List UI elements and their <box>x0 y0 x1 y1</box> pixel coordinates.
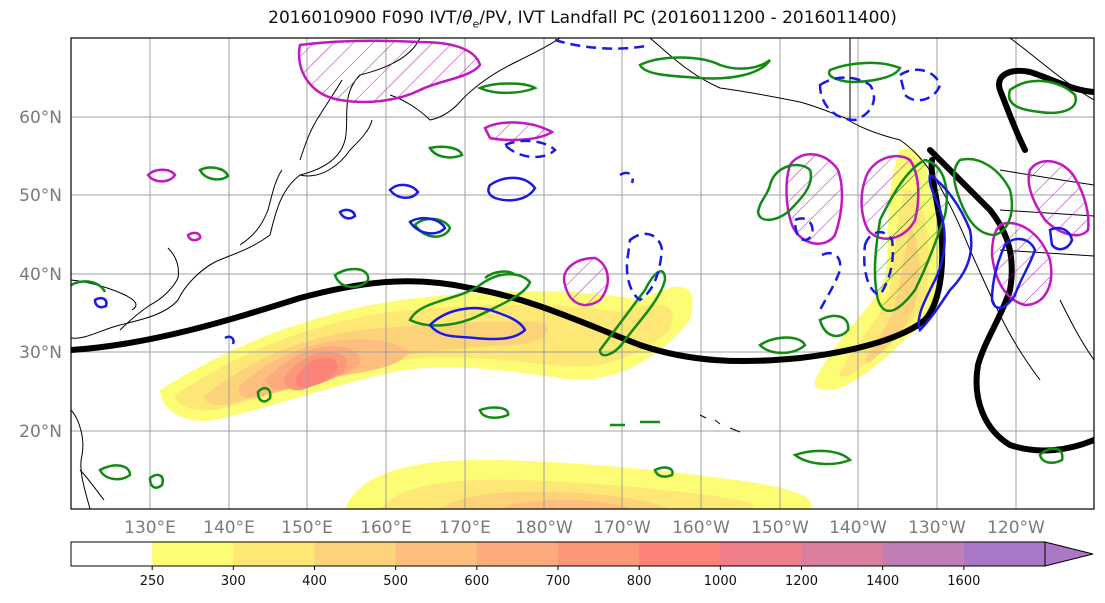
lon-label-170w: 170°W <box>593 518 651 538</box>
colorbar-tick-label: 400 <box>302 574 327 589</box>
lon-label-150e: 150°E <box>281 518 333 538</box>
colorbar-tick-label: 250 <box>140 574 165 589</box>
map-title: 2016010900 F090 IVT/θe/PV, IVT Landfall … <box>268 8 897 31</box>
lon-label-120w: 120°W <box>987 518 1045 538</box>
lat-label-30: 30°N <box>19 343 62 363</box>
theta-e-contour <box>71 157 946 365</box>
ivt-pc-positive-contours <box>93 172 1074 345</box>
colorbar-segment <box>71 542 153 566</box>
colorbar-tick-label: 1200 <box>785 574 818 589</box>
lon-label-140e: 140°E <box>203 518 255 538</box>
pv-green-contours <box>71 56 1077 489</box>
lon-label-160w: 160°W <box>672 518 730 538</box>
colorbar-tick-label: 800 <box>627 574 652 589</box>
colorbar-segment <box>233 542 315 566</box>
colorbar-segment <box>720 542 802 566</box>
longitude-labels: 130°E 140°E 150°E 160°E 170°E 180°W 170°… <box>124 518 1045 538</box>
colorbar-segment <box>314 542 397 566</box>
lon-label-150w: 150°W <box>751 518 809 538</box>
colorbar-tick-label: 700 <box>546 574 571 589</box>
map-frame <box>70 37 1095 510</box>
lon-label-130e: 130°E <box>124 518 176 538</box>
colorbar-segment <box>558 542 640 566</box>
colorbar-segment <box>639 542 721 566</box>
lat-label-60: 60°N <box>19 108 62 128</box>
colorbar-segment <box>152 542 234 566</box>
ivt-pc-negative-contours <box>502 38 942 311</box>
lon-label-140w: 140°W <box>829 518 887 538</box>
colorbar-segment <box>476 542 559 566</box>
colorbar-tick-label: 500 <box>383 574 408 589</box>
colorbar-segments <box>71 542 1046 566</box>
colorbar-tick-label: 300 <box>221 574 246 589</box>
theta-e-contour-north <box>996 68 1094 153</box>
pv-magenta-contours <box>146 39 1090 307</box>
colorbar-tick-label: 1000 <box>704 574 737 589</box>
latitude-labels: 20°N 30°N 40°N 50°N 60°N <box>19 108 62 442</box>
lat-label-50: 50°N <box>19 186 62 206</box>
lat-label-40: 40°N <box>19 265 62 285</box>
lat-label-20: 20°N <box>19 422 62 442</box>
colorbar-segment <box>882 542 965 566</box>
colorbar-segment <box>395 542 478 566</box>
colorbar-segment <box>801 542 884 566</box>
colorbar-tick-label: 1400 <box>866 574 899 589</box>
colorbar-ticks: 250 300 400 500 600 700 800 1000 1200 1400 1600 <box>140 566 980 589</box>
lon-label-160e: 160°E <box>360 518 412 538</box>
colorbar-extend-arrow <box>1044 541 1094 567</box>
lon-label-170e: 170°E <box>439 518 491 538</box>
colorbar-tick-label: 600 <box>464 574 489 589</box>
lon-label-180w: 180°W <box>515 518 573 538</box>
lon-label-130w: 130°W <box>908 518 966 538</box>
colorbar-tick-label: 1600 <box>947 574 980 589</box>
colorbar-segment <box>963 542 1046 566</box>
theta-e-contour-east <box>927 147 1094 454</box>
colorbar: 250 300 400 500 600 700 800 1000 1200 1400 1600 <box>70 541 1094 589</box>
